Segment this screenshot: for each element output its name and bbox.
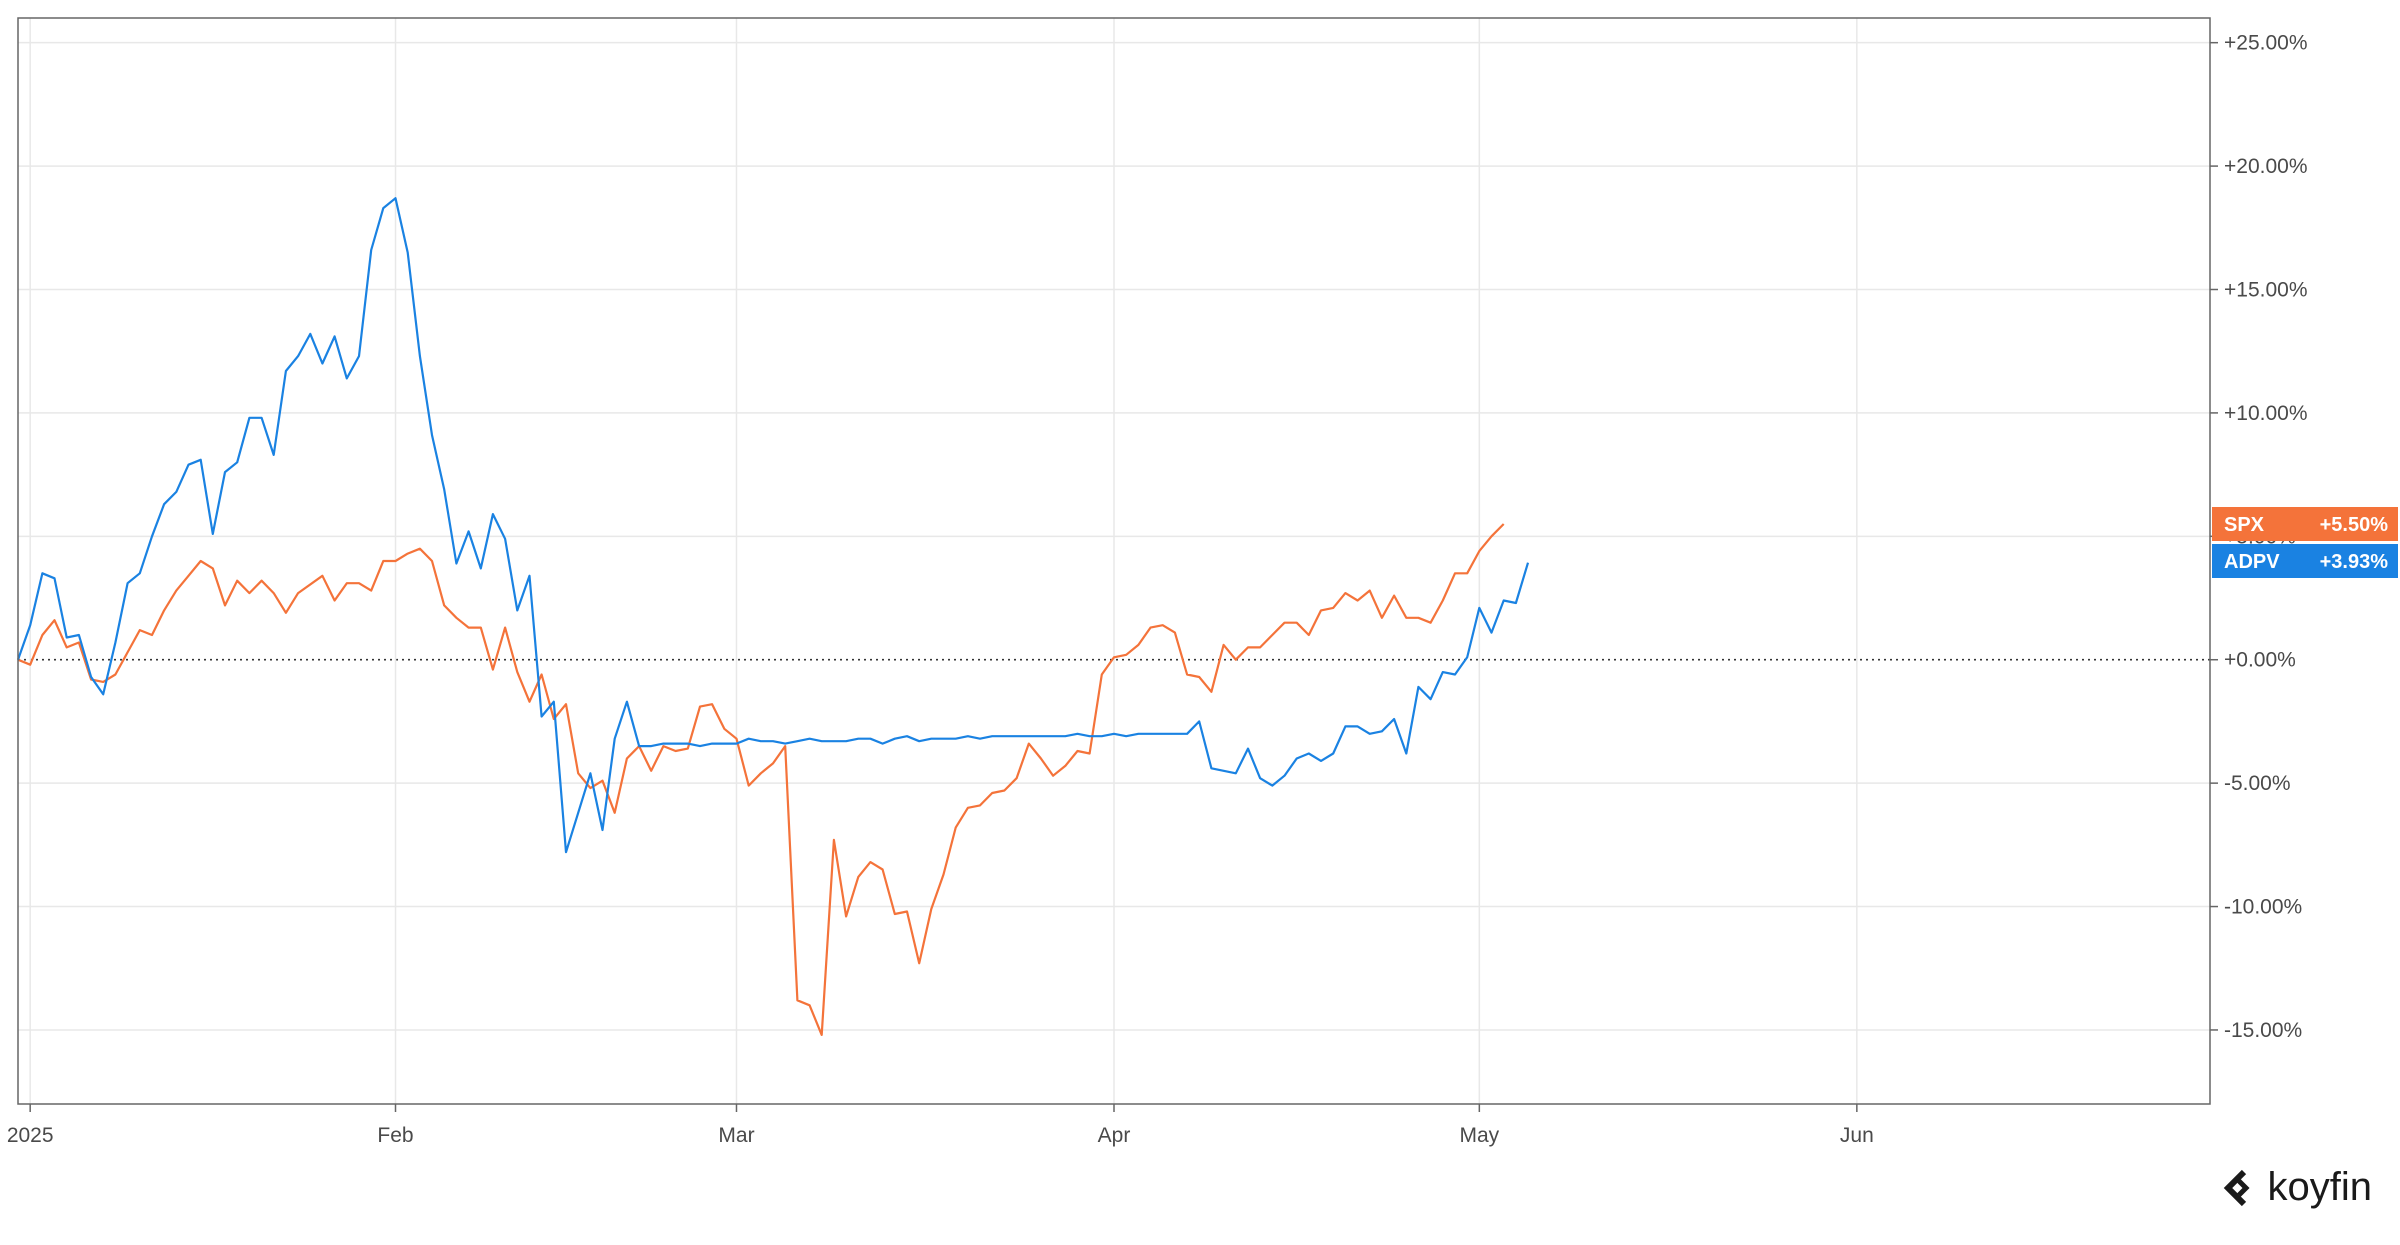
grid-layer (18, 18, 2210, 1104)
badge-ticker-spx: SPX (2224, 514, 2265, 536)
badge-value-spx: +5.50% (2320, 514, 2389, 536)
x-tick-label: 2025 (7, 1124, 54, 1147)
x-tick-label: Mar (718, 1124, 754, 1147)
badge-adpv (2212, 544, 2398, 578)
end-label-layer: SPX +5.50% ADPV +3.93% (2212, 507, 2398, 578)
y-tick-label: +20.00% (2224, 155, 2308, 178)
y-tick-label: -10.00% (2224, 896, 2302, 919)
koyfin-logo: koyfin (2222, 1165, 2373, 1210)
badge-spx (2212, 507, 2398, 541)
y-tick-label: -15.00% (2224, 1019, 2302, 1042)
x-tick-label: May (1459, 1124, 1499, 1147)
y-tick-label: +15.00% (2224, 279, 2308, 302)
x-tick-label: Jun (1840, 1124, 1874, 1147)
plot-frame (17, 17, 2211, 1105)
y-tick-label: -5.00% (2224, 772, 2291, 795)
koyfin-chevron-icon (2223, 1169, 2250, 1206)
badge-value-adpv: +3.93% (2320, 551, 2389, 573)
x-tick-label: Apr (1098, 1124, 1131, 1147)
series-line-adpv (16, 197, 1530, 854)
series-line-spx (17, 523, 1505, 1036)
badge-ticker-adpv: ADPV (2224, 551, 2280, 573)
axis-layer: +25.00%+20.00%+15.00%+10.00%+5.00%+0.00%… (7, 17, 2308, 1147)
x-tick-label: Feb (377, 1124, 413, 1147)
logo-text: koyfin (2267, 1165, 2373, 1209)
series-layer (16, 197, 1530, 1036)
y-tick-label: +25.00% (2224, 32, 2308, 55)
y-tick-label: +10.00% (2224, 402, 2308, 425)
y-tick-label: +0.00% (2224, 649, 2296, 672)
